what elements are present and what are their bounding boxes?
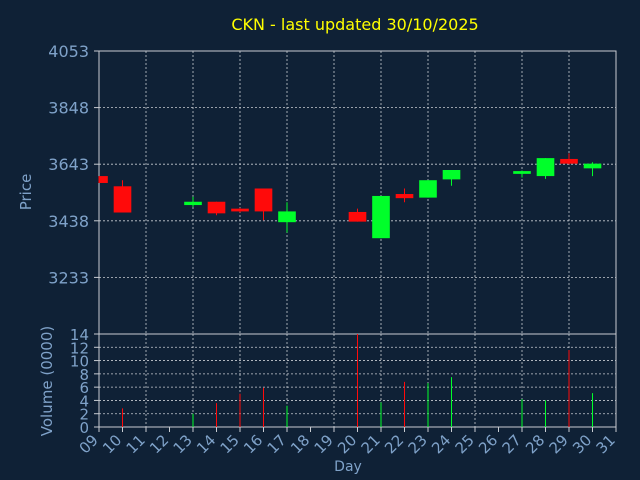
day-tick-label: 10 xyxy=(99,431,125,457)
price-y-tick-label: 3233 xyxy=(48,268,89,287)
candle-body xyxy=(536,158,555,177)
candle xyxy=(395,188,414,203)
day-tick-label: 25 xyxy=(452,431,478,457)
day-tick-label: 14 xyxy=(193,431,219,457)
volume-y-tick-label: 6 xyxy=(79,379,89,397)
candle xyxy=(583,162,602,177)
day-tick-label: 15 xyxy=(217,431,243,457)
volume-y-tick-label: 10 xyxy=(70,353,89,371)
candle xyxy=(419,180,437,198)
candle xyxy=(254,188,273,221)
day-axis-ticks: 0910111213141516171819202122232425262728… xyxy=(76,427,619,457)
day-tick-label: 30 xyxy=(569,431,595,457)
day-tick-label: 11 xyxy=(123,431,149,457)
day-tick-label: 19 xyxy=(311,431,337,457)
day-tick-label: 31 xyxy=(593,431,619,457)
price-plot-frame xyxy=(98,50,617,335)
day-tick-label: 20 xyxy=(334,431,360,457)
price-axis-label: Price xyxy=(17,174,35,211)
day-tick-label: 18 xyxy=(287,431,313,457)
candle xyxy=(348,208,367,222)
price-y-tick-label: 3438 xyxy=(48,212,89,231)
day-tick-label: 22 xyxy=(381,431,407,457)
candle-body xyxy=(442,169,461,180)
day-tick-label: 17 xyxy=(264,431,290,457)
candle-body xyxy=(113,186,132,213)
chart-title: CKN - last updated 30/10/2025 xyxy=(231,15,478,34)
candle xyxy=(536,158,555,179)
candle-body xyxy=(560,158,578,164)
day-tick-label: 23 xyxy=(405,431,431,457)
candle-body xyxy=(278,211,296,223)
day-tick-label: 12 xyxy=(146,431,172,457)
candle xyxy=(513,170,531,178)
candle-body xyxy=(372,195,390,239)
candle xyxy=(113,180,132,213)
candle-body xyxy=(254,188,273,212)
candle-body xyxy=(513,171,531,174)
candle xyxy=(442,169,461,186)
day-tick-label: 13 xyxy=(170,431,196,457)
candle xyxy=(372,195,390,239)
price-y-tick-label: 4053 xyxy=(48,42,89,61)
day-tick-label: 26 xyxy=(475,431,501,457)
volume-y-tick-label: 8 xyxy=(79,366,89,384)
candle xyxy=(207,201,226,216)
candle-body xyxy=(231,208,249,212)
candle-body xyxy=(583,163,602,169)
candles xyxy=(98,153,602,239)
volume-y-tick-label: 0 xyxy=(79,419,89,437)
price-y-tick-label: 3643 xyxy=(48,155,89,174)
day-tick-label: 16 xyxy=(240,431,266,457)
day-tick-label: 28 xyxy=(522,431,548,457)
day-axis-label: Day xyxy=(334,459,362,475)
candle xyxy=(278,202,296,233)
price-grid xyxy=(99,51,616,334)
candle-body xyxy=(207,201,226,214)
volume-y-tick-label: 4 xyxy=(79,392,89,410)
candle-body xyxy=(348,211,367,222)
candle-body xyxy=(184,201,202,206)
day-tick-label: 29 xyxy=(546,431,572,457)
candle-body xyxy=(99,176,108,183)
volume-y-tick-label: 12 xyxy=(70,339,89,357)
volume-y-tick-label: 14 xyxy=(70,326,89,344)
price-y-tick-label: 3848 xyxy=(48,99,89,118)
day-tick-label: 24 xyxy=(428,431,454,457)
candle xyxy=(184,196,202,207)
candle xyxy=(560,153,578,165)
volume-bars xyxy=(122,334,593,427)
candle xyxy=(231,207,249,213)
volume-y-tick-label: 2 xyxy=(79,406,89,424)
candle-body xyxy=(419,180,437,198)
candle xyxy=(98,176,108,183)
day-tick-label: 21 xyxy=(358,431,384,457)
volume-axis-label: Volume (0000) xyxy=(38,326,56,436)
price-y-ticks: 4053 3848 3643 3438 3233 xyxy=(48,42,99,287)
candle-body xyxy=(395,194,414,199)
day-tick-label: 27 xyxy=(499,431,525,457)
price-panel: 4053 3848 3643 3438 3233 Price xyxy=(17,42,617,335)
